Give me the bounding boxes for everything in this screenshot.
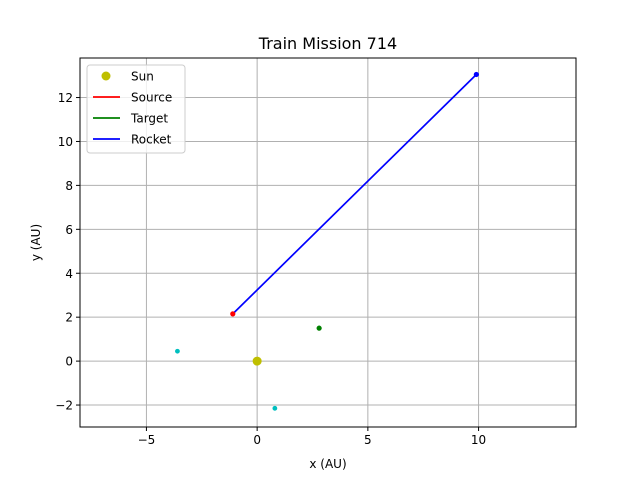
axis-ticks: −5 0 5 10 −2 0 2 4 6 8 10 12: [55, 91, 486, 447]
legend-rocket-label: Rocket: [131, 133, 172, 147]
legend-box: [86, 64, 186, 154]
y-tick-label: −2: [55, 399, 73, 413]
x-tick-label: −5: [138, 433, 156, 447]
grid: [80, 58, 576, 427]
plot-frame: [79, 57, 577, 428]
y-tick-label: 12: [58, 91, 73, 105]
planet-point: [272, 405, 278, 411]
y-tick-label: 8: [65, 179, 73, 193]
x-tick-label: 0: [253, 433, 261, 447]
y-tick-label: 4: [65, 267, 73, 281]
y-axis-label: y (AU): [29, 224, 43, 261]
x-axis-label: x (AU): [309, 457, 346, 471]
rocket-trajectory-line: [232, 73, 477, 315]
sun-point: [252, 356, 262, 366]
y-tick-label: 6: [65, 223, 73, 237]
data-marks: [175, 71, 479, 411]
legend-source-label: Source: [131, 91, 172, 105]
legend: Sun Source Target Rocket: [86, 64, 186, 154]
x-tick-label: 10: [471, 433, 486, 447]
y-tick-label: 0: [65, 355, 73, 369]
y-tick-label: 2: [65, 311, 73, 325]
rocket-position-point: [473, 71, 479, 78]
legend-sun-label: Sun: [131, 70, 154, 84]
chart-title: Train Mission 714: [258, 34, 397, 53]
x-tick-label: 5: [364, 433, 372, 447]
y-tick-label: 10: [58, 135, 73, 149]
planet-point: [175, 348, 180, 354]
legend-target-label: Target: [130, 112, 168, 126]
target-point: [316, 325, 322, 331]
legend-sun-marker: [101, 71, 111, 81]
source-point: [230, 311, 236, 317]
